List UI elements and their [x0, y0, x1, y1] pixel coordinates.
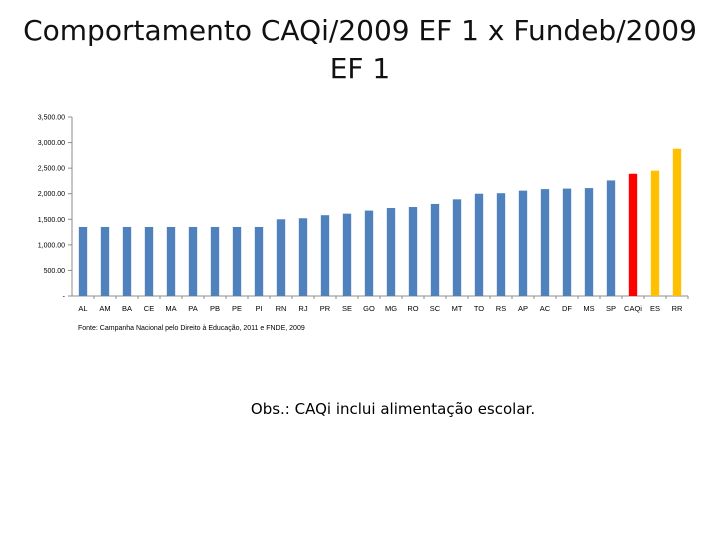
x-tick-label: GO: [363, 304, 375, 313]
bar-pi: [254, 226, 264, 296]
bar-ms: [584, 188, 594, 296]
slide-note: Obs.: CAQi inclui alimentação escolar.: [250, 400, 536, 418]
bar-pr: [320, 215, 330, 296]
x-tick-label: AM: [99, 304, 110, 313]
x-tick-label: RR: [672, 304, 683, 313]
bar-df: [562, 188, 572, 296]
y-tick-label: 2,000.00: [38, 191, 65, 198]
x-tick-label: ES: [650, 304, 660, 313]
bar-mt: [452, 199, 462, 296]
x-tick-label: MG: [385, 304, 397, 313]
y-tick-label: 3,000.00: [38, 140, 65, 147]
bar-pa: [188, 226, 198, 296]
x-tick-label: BA: [122, 304, 132, 313]
bar-ce: [144, 226, 154, 296]
y-tick-label: 500.00: [44, 268, 66, 275]
x-tick-label: SP: [606, 304, 616, 313]
x-tick-label: DF: [562, 304, 572, 313]
bar-se: [342, 213, 352, 296]
bar-pb: [210, 226, 220, 296]
x-tick-label: AC: [540, 304, 551, 313]
x-tick-label: TO: [474, 304, 484, 313]
bar-es: [650, 170, 660, 296]
x-tick-label: RJ: [298, 304, 307, 313]
x-tick-label: RS: [496, 304, 506, 313]
bar-rr: [672, 148, 682, 296]
bar-to: [474, 193, 484, 296]
x-tick-label: AP: [518, 304, 528, 313]
bar-ma: [166, 226, 176, 296]
bar-go: [364, 210, 374, 296]
bar-ap: [518, 190, 528, 296]
slide-title-line-2: EF 1: [329, 52, 391, 85]
bar-rn: [276, 219, 286, 296]
x-tick-label: RN: [276, 304, 287, 313]
bar-ba: [122, 226, 132, 296]
bar-am: [100, 226, 110, 296]
x-tick-label: PR: [320, 304, 331, 313]
x-tick-label: PI: [255, 304, 262, 313]
y-tick-label: -: [63, 294, 66, 301]
slide-title: Comportamento CAQi/2009 EF 1 x Fundeb/20…: [0, 12, 720, 88]
bar-rs: [496, 193, 506, 296]
x-tick-label: CE: [144, 304, 154, 313]
bar-al: [78, 226, 88, 296]
x-tick-label: MT: [452, 304, 463, 313]
y-tick-label: 3,500.00: [38, 115, 65, 122]
bar-pe: [232, 226, 242, 296]
x-tick-label: AL: [78, 304, 87, 313]
x-tick-label: SC: [430, 304, 441, 313]
slide-title-line-1: Comportamento CAQi/2009 EF 1 x Fundeb/20…: [23, 14, 697, 47]
bar-mg: [386, 208, 396, 296]
y-tick-label: 1,000.00: [38, 242, 65, 249]
x-tick-label: PA: [188, 304, 197, 313]
bar-caqi: [628, 173, 638, 296]
x-tick-label: RO: [407, 304, 418, 313]
x-tick-label: PB: [210, 304, 220, 313]
x-tick-label: MS: [583, 304, 594, 313]
bar-ro: [408, 207, 418, 296]
x-tick-label: SE: [342, 304, 352, 313]
x-tick-label: MA: [165, 304, 176, 313]
bar-sp: [606, 180, 616, 296]
x-tick-label: PE: [232, 304, 242, 313]
bar-rj: [298, 218, 308, 296]
y-tick-label: 1,500.00: [38, 217, 65, 224]
chart-source: Fonte: Campanha Nacional pelo Direito à …: [78, 325, 305, 332]
bar-ac: [540, 189, 550, 296]
bar-sc: [430, 203, 440, 296]
y-tick-label: 2,500.00: [38, 166, 65, 173]
x-tick-label: CAQi: [624, 304, 642, 313]
